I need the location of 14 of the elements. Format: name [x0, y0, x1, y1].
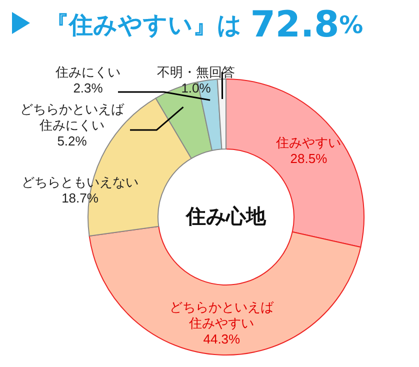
text: 住み心地 [185, 205, 267, 228]
slice-label: どちらともいえない [22, 174, 138, 190]
chart-title: 『住みやすい』は 72.8% [45, 4, 364, 46]
data-label: 18.7% [62, 190, 99, 206]
data-label: 28.5% [290, 151, 328, 166]
slice-label: 住みやすい [275, 135, 342, 150]
data-label: 1.0% [181, 80, 212, 96]
data-label: 5.2% [57, 134, 88, 148]
data-label: 44.3% [203, 331, 241, 346]
slice-label: 住みにくい [54, 64, 120, 80]
slice-label: どちらかといえば住みにくい [20, 102, 125, 132]
slice-label: 不明・無回答 [157, 64, 235, 80]
data-label: 2.3% [73, 80, 104, 96]
slice-label: どちらかといえば住みやすい [170, 299, 275, 330]
